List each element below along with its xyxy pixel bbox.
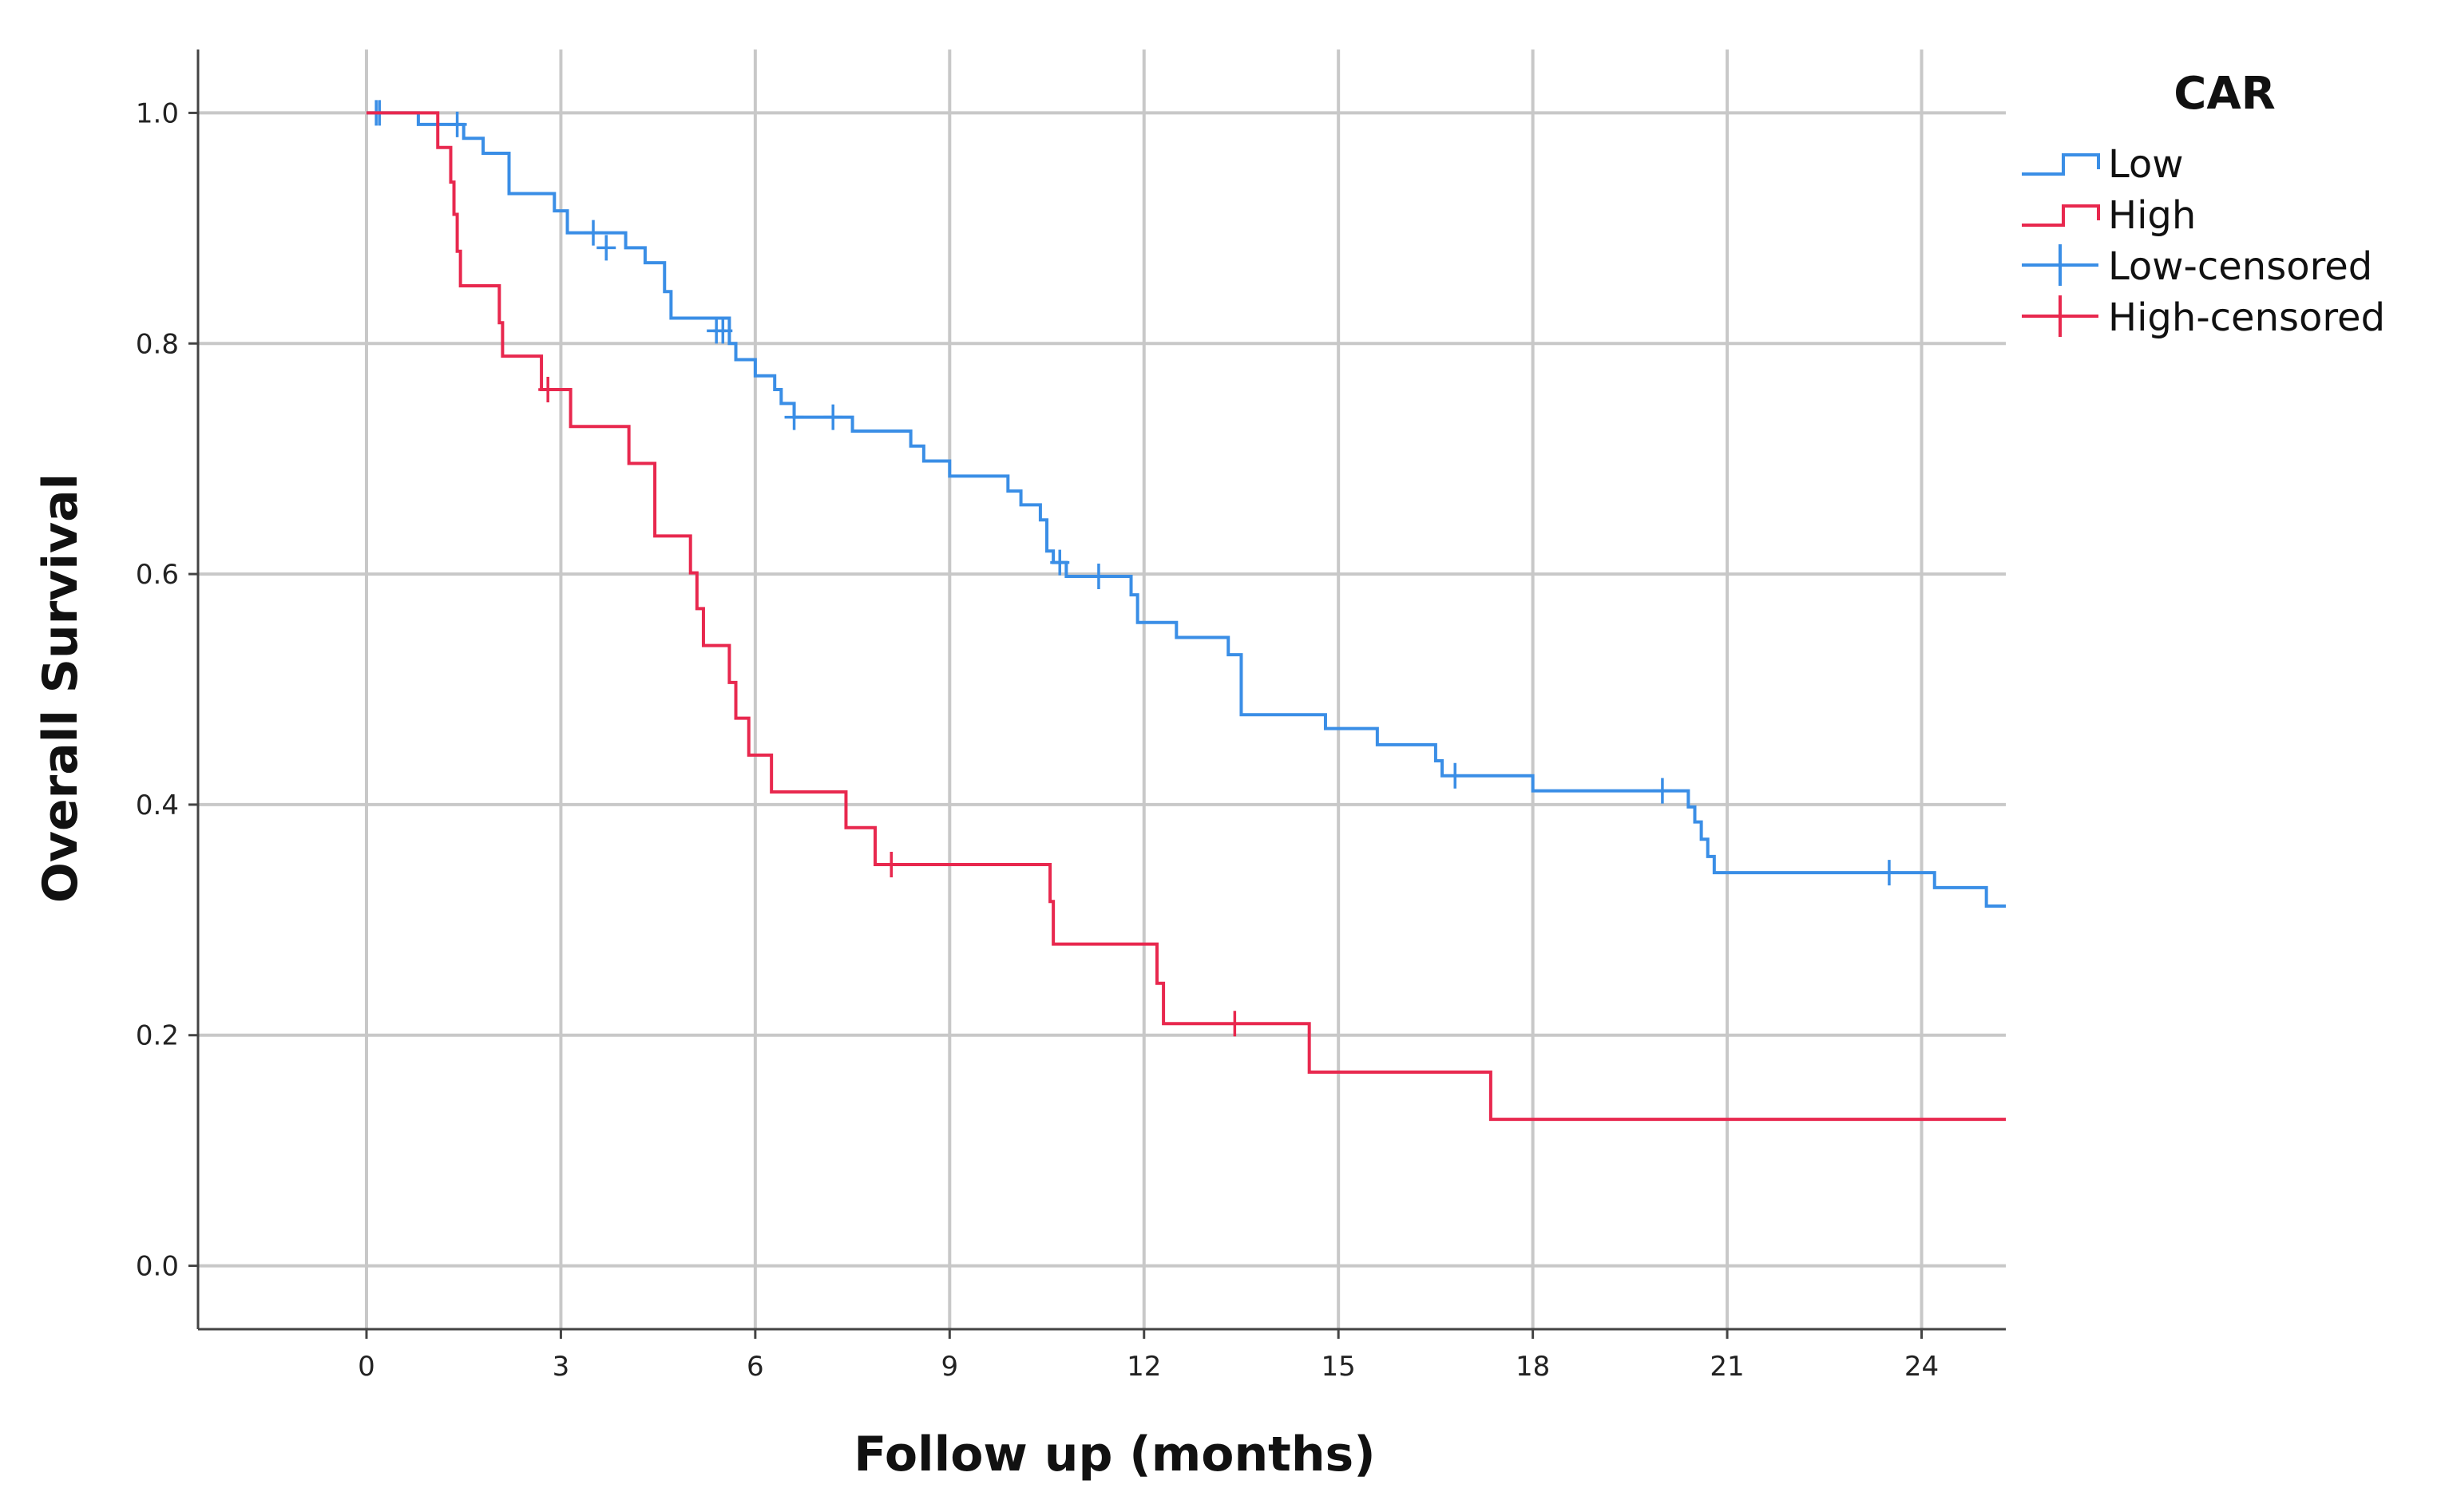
x-tick-label: 12 xyxy=(1127,1351,1161,1383)
x-tick-label: 6 xyxy=(747,1351,764,1383)
censor-mark-high xyxy=(538,377,558,403)
x-tick-label: 9 xyxy=(941,1351,958,1383)
y-tick-label: 0.0 xyxy=(136,1251,179,1283)
legend-censor-symbol xyxy=(2022,244,2098,286)
legend-title: CAR xyxy=(2174,68,2276,120)
censor-mark-low xyxy=(823,404,843,430)
y-tick-label: 0.2 xyxy=(136,1020,179,1052)
censor-mark-low xyxy=(1445,762,1465,789)
legend-label: Low-censored xyxy=(2108,244,2372,289)
censor-mark-low xyxy=(1879,860,1899,886)
y-tick-label: 1.0 xyxy=(136,97,179,129)
legend-label: High-censored xyxy=(2108,295,2385,340)
x-tick-label: 18 xyxy=(1516,1351,1550,1383)
legend-step-symbol xyxy=(2022,204,2100,227)
censor-mark-high xyxy=(1225,1011,1245,1037)
x-tick-label: 15 xyxy=(1322,1351,1356,1383)
axes xyxy=(196,49,2006,1331)
censor-mark-low xyxy=(1050,549,1070,576)
censor-mark-low xyxy=(713,318,733,344)
series-line-low xyxy=(366,111,2006,908)
legend-label: High xyxy=(2108,193,2196,238)
censor-mark-low xyxy=(1088,563,1108,589)
x-tick-label: 24 xyxy=(1904,1351,1939,1383)
x-tick-labels: 0 3 6 9 12 15 18 21 24 xyxy=(358,1329,1939,1383)
censor-mark-low xyxy=(596,235,616,261)
x-tick-label: 21 xyxy=(1710,1351,1744,1383)
legend: CAR Low High Low-censored High-censored xyxy=(2022,68,2385,340)
y-tick-label: 0.8 xyxy=(136,328,179,360)
legend-censor-symbol xyxy=(2022,295,2098,337)
y-axis-title: Overall Survival xyxy=(33,473,89,903)
censor-mark-low xyxy=(784,404,804,430)
y-tick-labels: 0.0 0.2 0.4 0.6 0.8 1.0 xyxy=(136,97,198,1283)
legend-item: High-censored xyxy=(2022,295,2385,340)
censor-mark-low xyxy=(447,111,467,137)
series-line-high xyxy=(366,111,2006,1122)
y-tick-label: 0.6 xyxy=(136,559,179,591)
legend-label: Low xyxy=(2108,142,2184,187)
censor-mark-low xyxy=(583,220,603,246)
x-tick-label: 3 xyxy=(553,1351,570,1383)
legend-item: Low-censored xyxy=(2022,244,2372,289)
grid xyxy=(198,49,2006,1329)
x-tick-label: 0 xyxy=(358,1351,375,1383)
legend-step-symbol xyxy=(2022,153,2100,176)
censor-mark-high xyxy=(882,852,902,878)
y-tick-label: 0.4 xyxy=(136,790,179,821)
censor-mark-low xyxy=(1652,778,1672,804)
legend-item: High xyxy=(2022,193,2196,238)
legend-item: Low xyxy=(2022,142,2184,187)
x-axis-title: Follow up (months) xyxy=(854,1427,1375,1482)
legend-items: Low High Low-censored High-censored xyxy=(2022,142,2385,340)
series xyxy=(366,100,2006,1122)
